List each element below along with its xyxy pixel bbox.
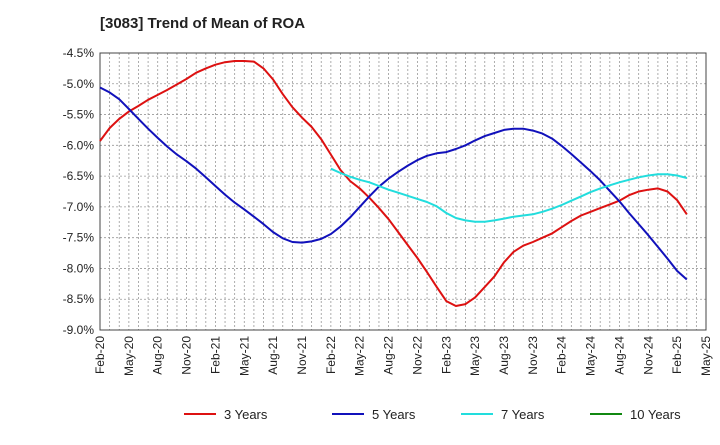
x-tick-label: Feb-24 <box>555 336 569 374</box>
x-tick-label: May-24 <box>584 336 598 376</box>
chart-title: [3083] Trend of Mean of ROA <box>100 15 306 32</box>
y-tick-label: -4.5% <box>63 46 95 60</box>
x-tick-label: May-22 <box>353 336 367 376</box>
plot-area-border <box>99 52 707 331</box>
y-tick-label: -6.0% <box>63 138 95 152</box>
y-tick-label: -6.5% <box>63 169 95 183</box>
y-tick-label: -5.0% <box>63 77 95 91</box>
legend-label: 7 Years <box>501 407 545 422</box>
x-tick-label: Aug-23 <box>497 336 511 375</box>
x-tick-label: May-25 <box>699 336 713 376</box>
x-tick-label: Nov-20 <box>180 336 194 375</box>
series-line-5-years <box>99 86 688 281</box>
x-tick-label: Feb-22 <box>324 336 338 374</box>
x-tick-label: Nov-23 <box>526 336 540 375</box>
x-tick-label: Aug-20 <box>151 336 165 375</box>
y-tick-label: -9.0% <box>63 323 95 337</box>
x-tick-label: Aug-24 <box>612 336 626 375</box>
x-tick-label: Feb-23 <box>439 336 453 374</box>
x-tick-label: Aug-21 <box>266 336 280 375</box>
legend-label: 3 Years <box>224 407 268 422</box>
x-tick-label: May-21 <box>237 336 251 376</box>
x-tick-label: May-23 <box>468 336 482 376</box>
legend-label: 10 Years <box>630 407 681 422</box>
x-tick-label: Nov-22 <box>410 336 424 375</box>
x-tick-label: Nov-21 <box>295 336 309 375</box>
x-tick-label: Aug-22 <box>382 336 396 375</box>
x-tick-label: May-20 <box>122 336 136 376</box>
series-line-3-years <box>99 60 688 307</box>
y-tick-label: -8.5% <box>63 292 95 306</box>
x-tick-label: Feb-21 <box>208 336 222 374</box>
x-tick-label: Nov-24 <box>641 336 655 375</box>
x-tick-label: Feb-20 <box>93 336 107 374</box>
y-tick-label: -7.5% <box>63 231 95 245</box>
series-line-7-years <box>330 167 688 223</box>
legend-label: 5 Years <box>372 407 416 422</box>
y-tick-label: -5.5% <box>63 108 95 122</box>
y-tick-label: -7.0% <box>63 200 95 214</box>
y-tick-label: -8.0% <box>63 261 95 275</box>
x-tick-label: Feb-25 <box>670 336 684 374</box>
